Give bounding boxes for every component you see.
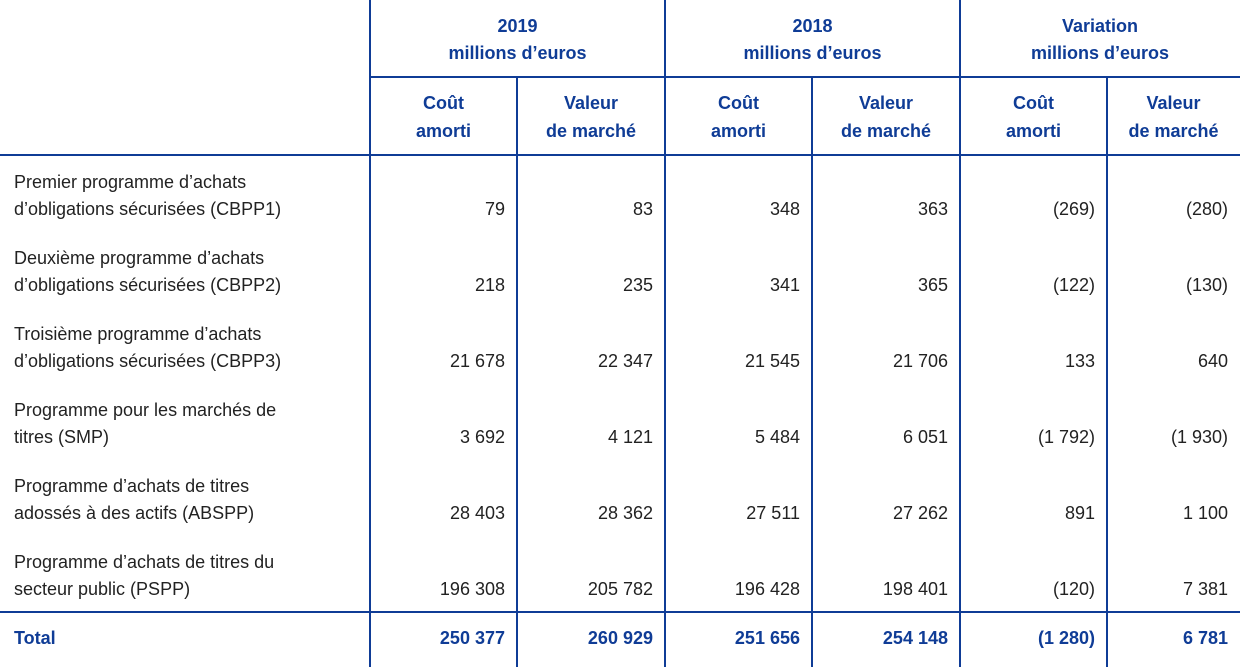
cell-value: 133 — [1064, 351, 1095, 371]
cell-value: 196 308 — [439, 579, 505, 599]
rule — [516, 77, 518, 667]
group-title: Variation — [1061, 16, 1139, 36]
row-label: Programme d’achats de titres — [14, 476, 250, 496]
row-label: Programme pour les marchés de — [14, 400, 277, 420]
cell-value: 218 — [474, 275, 505, 295]
sub-header: amorti — [415, 121, 471, 141]
sub-header: Coût — [423, 93, 464, 113]
rule — [811, 77, 813, 667]
cell-value: 198 401 — [882, 579, 948, 599]
cell-value: (269) — [1052, 199, 1095, 219]
total-value: (1 280) — [1037, 628, 1095, 648]
cell-value: 28 403 — [449, 503, 505, 523]
total-value: 6 781 — [1182, 628, 1228, 648]
cell-value: 27 511 — [746, 503, 800, 523]
sub-header: Valeur — [1146, 93, 1201, 113]
group-title: 2018 — [792, 16, 833, 36]
row-label: d’obligations sécurisées (CBPP3) — [14, 351, 282, 371]
cell-value: 235 — [622, 275, 653, 295]
cell-value: 365 — [917, 275, 948, 295]
sub-header: Valeur — [858, 93, 914, 113]
rule — [664, 0, 666, 667]
sub-header: de marché — [545, 121, 637, 141]
cell-value: (1 930) — [1170, 427, 1228, 447]
cell-value: 6 051 — [902, 427, 948, 447]
cell-value: 640 — [1197, 351, 1228, 371]
total-label: Total — [14, 628, 56, 648]
sub-header: Coût — [718, 93, 759, 113]
cell-value: (280) — [1185, 199, 1228, 219]
cell-value: 21 545 — [744, 351, 800, 371]
rule — [1106, 77, 1108, 667]
cell-value: 22 347 — [597, 351, 653, 371]
cell-value: 21 706 — [892, 351, 948, 371]
total-value: 254 148 — [882, 628, 948, 648]
group-unit: millions d’euros — [743, 43, 882, 63]
cell-value: 348 — [769, 199, 800, 219]
sub-header: Valeur — [563, 93, 619, 113]
cell-value: 79 — [484, 199, 505, 219]
row-label: d’obligations sécurisées (CBPP1) — [14, 199, 282, 219]
group-title: 2019 — [497, 16, 538, 36]
cell-value: 21 678 — [449, 351, 505, 371]
total-value: 250 377 — [439, 628, 505, 648]
rule — [370, 76, 1240, 78]
rule — [959, 0, 961, 667]
rule — [369, 0, 371, 667]
cell-value: 5 484 — [754, 427, 800, 447]
sub-header: Coût — [1013, 93, 1054, 113]
row-label: Premier programme d’achats — [14, 172, 247, 192]
row-label: adossés à des actifs (ABSPP) — [14, 503, 255, 523]
sub-header: de marché — [840, 121, 932, 141]
cell-value: 1 100 — [1182, 503, 1228, 523]
group-unit: millions d’euros — [1030, 43, 1170, 63]
rule — [0, 154, 1240, 156]
row-label: Programme d’achats de titres du — [14, 552, 275, 572]
total-value: 260 929 — [587, 628, 653, 648]
cell-value: 4 121 — [607, 427, 653, 447]
sub-header: amorti — [710, 121, 766, 141]
row-label: titres (SMP) — [14, 427, 110, 447]
row-label: d’obligations sécurisées (CBPP2) — [14, 275, 282, 295]
sub-header: de marché — [1128, 121, 1219, 141]
cell-value: (130) — [1185, 275, 1228, 295]
cell-value: 3 692 — [459, 427, 505, 447]
cell-value: 27 262 — [892, 503, 948, 523]
cell-value: (120) — [1052, 579, 1095, 599]
cell-value: 205 782 — [587, 579, 653, 599]
cell-value: (1 792) — [1037, 427, 1095, 447]
cell-value: (122) — [1052, 275, 1095, 295]
cell-value: 341 — [769, 275, 800, 295]
sub-header: amorti — [1005, 121, 1061, 141]
row-label: secteur public (PSPP) — [14, 579, 191, 599]
cell-value: 7 381 — [1182, 579, 1228, 599]
row-label: Deuxième programme d’achats — [14, 248, 265, 268]
cell-value: 28 362 — [597, 503, 653, 523]
cell-value: 83 — [632, 199, 653, 219]
total-value: 251 656 — [734, 628, 800, 648]
cell-value: 363 — [917, 199, 948, 219]
cell-value: 196 428 — [734, 579, 800, 599]
group-unit: millions d’euros — [448, 43, 587, 63]
row-label: Troisième programme d’achats — [14, 324, 262, 344]
rule — [0, 611, 1240, 613]
cell-value: 891 — [1064, 503, 1095, 523]
